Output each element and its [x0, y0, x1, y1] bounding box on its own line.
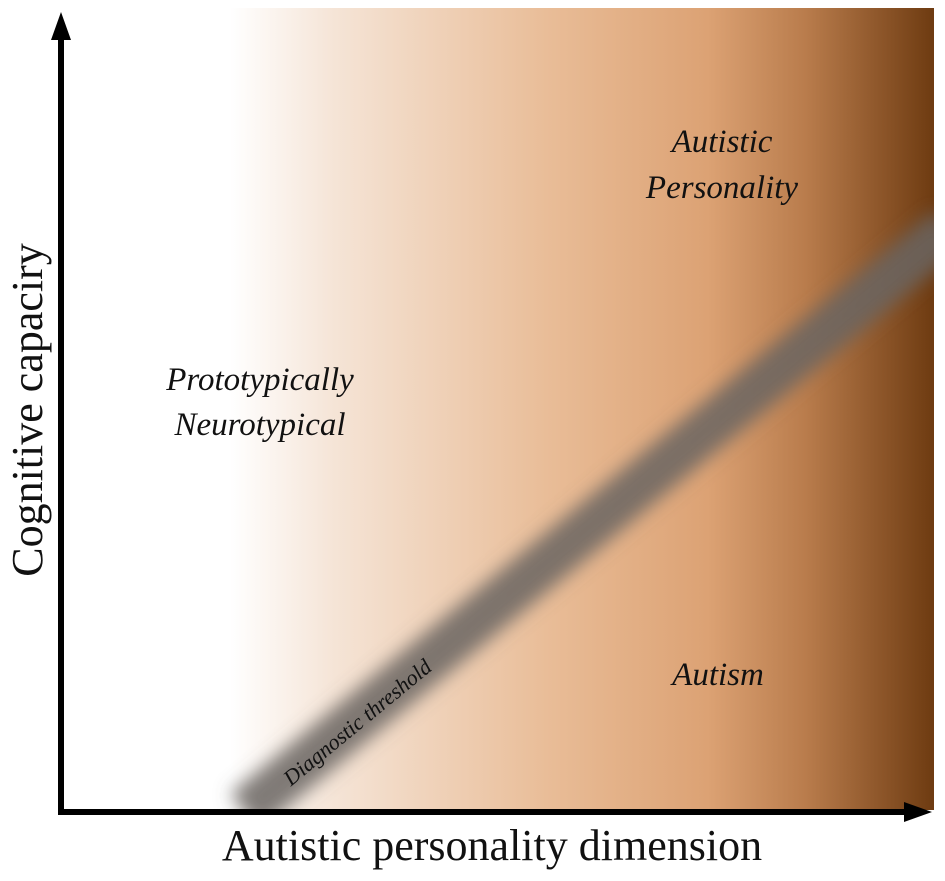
region-label: Autistic — [670, 124, 773, 160]
region-label: Autism — [670, 657, 764, 693]
x-axis-label: Autistic personality dimension — [222, 821, 762, 870]
region-label: Prototypically — [165, 362, 354, 398]
threshold-band — [230, 211, 934, 810]
region-label: Personality — [645, 170, 798, 206]
y-axis-arrow — [51, 12, 71, 40]
y-axis-label: Cognitive capaciry — [3, 243, 52, 577]
x-axis-arrow — [904, 802, 932, 822]
region-label: Neurotypical — [173, 407, 345, 443]
gradient-background — [62, 8, 934, 810]
